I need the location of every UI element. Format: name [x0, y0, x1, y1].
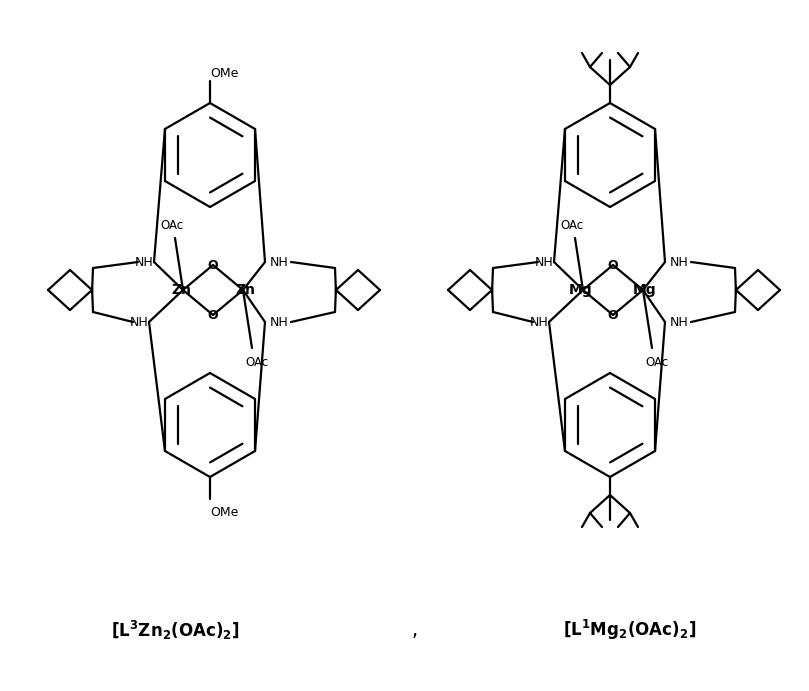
Text: NH: NH — [670, 316, 688, 328]
Text: NH: NH — [129, 316, 148, 328]
Text: O: O — [608, 258, 618, 272]
Text: ,: , — [412, 621, 418, 639]
Text: $\mathbf{[L^3Zn_2(OAc)_2]}$: $\mathbf{[L^3Zn_2(OAc)_2]}$ — [111, 618, 239, 641]
Text: O: O — [208, 308, 218, 321]
Text: Zn: Zn — [171, 283, 191, 297]
Text: NH: NH — [670, 256, 688, 269]
Text: Mg: Mg — [633, 283, 657, 297]
Text: OMe: OMe — [210, 66, 238, 79]
Text: NH: NH — [530, 316, 549, 328]
Text: NH: NH — [269, 316, 288, 328]
Text: OAc: OAc — [160, 218, 184, 231]
Text: O: O — [208, 258, 218, 272]
Text: OAc: OAc — [646, 355, 668, 368]
Text: OAc: OAc — [245, 355, 269, 368]
Text: Mg: Mg — [570, 283, 593, 297]
Text: O: O — [608, 308, 618, 321]
Text: NH: NH — [535, 256, 553, 269]
Text: NH: NH — [269, 256, 288, 269]
Text: $\mathbf{[L^1Mg_2(OAc)_2]}$: $\mathbf{[L^1Mg_2(OAc)_2]}$ — [563, 618, 697, 642]
Text: NH: NH — [134, 256, 154, 269]
Text: Zn: Zn — [235, 283, 255, 297]
Text: OMe: OMe — [210, 506, 238, 518]
Text: OAc: OAc — [561, 218, 583, 231]
